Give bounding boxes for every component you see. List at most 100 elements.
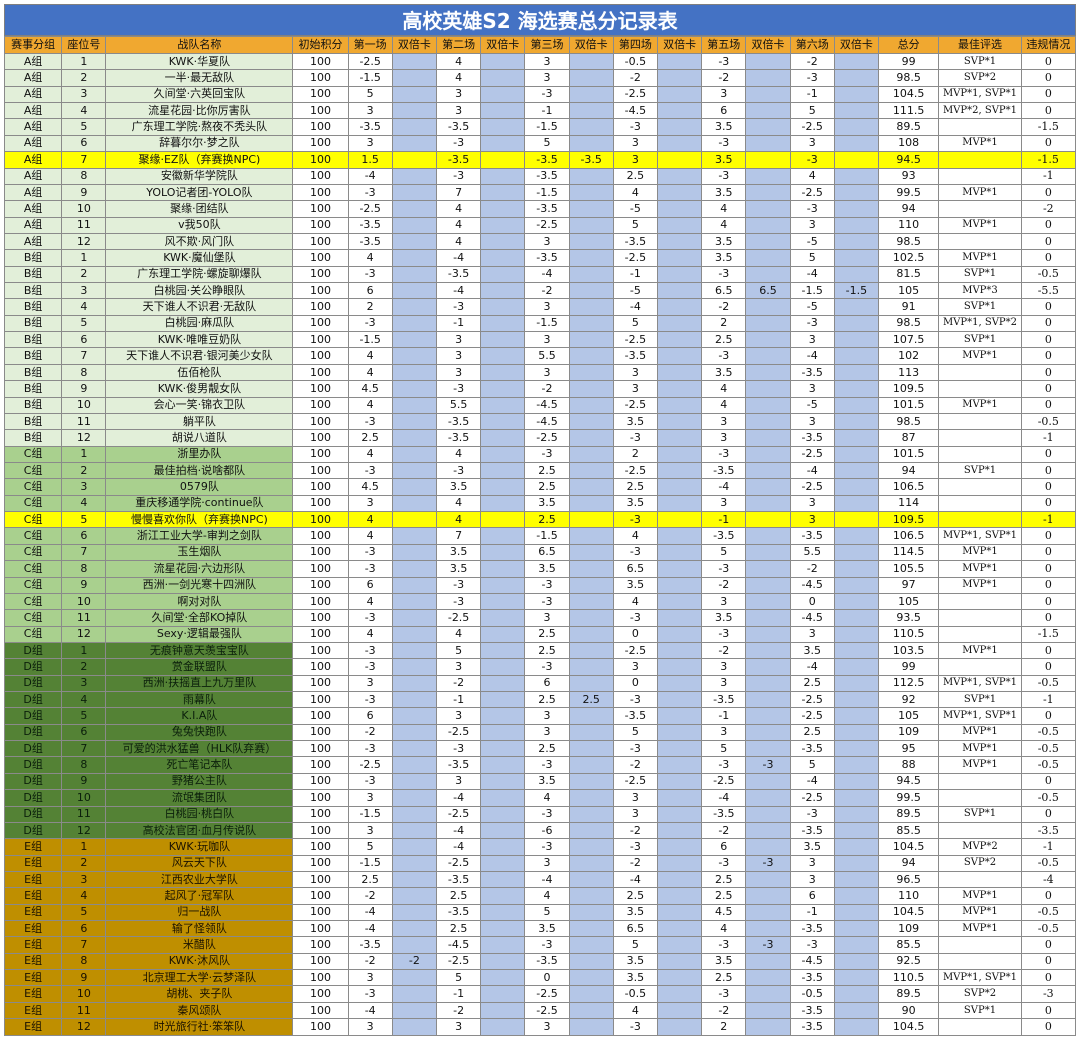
table-cell: -3 [347, 691, 393, 709]
table-cell [745, 363, 791, 382]
table-cell: 100 [292, 1001, 349, 1020]
table-row: D组 12 高校法官团·血月传说队 100 3 -4 -6 -2 -2 -3.5 85.5 -3.5 [3, 821, 1077, 840]
table-cell [833, 1018, 880, 1036]
table-cell [391, 936, 437, 954]
table-cell: A组 [3, 151, 63, 169]
table-cell: 4 [435, 69, 482, 87]
table-row: D组 6 兔兔快跑队 100 -2 -2.5 3 5 3 2.5 109 MVP*1 -0.5 [3, 723, 1077, 742]
table-cell: 风不欺·风门队 [105, 232, 294, 251]
table-cell: -2.5 [612, 85, 659, 104]
table-row: A组 12 风不欺·风门队 100 -3.5 4 3 -3.5 3.5 -5 98.5 0 [3, 232, 1077, 251]
table-cell: -3 [745, 854, 791, 872]
table-cell [391, 674, 437, 693]
table-cell: 93 [878, 167, 940, 185]
table-cell [480, 527, 526, 545]
table-cell: C组 [3, 576, 63, 594]
table-cell [745, 985, 791, 1003]
table-cell [391, 85, 437, 104]
table-cell [833, 347, 880, 365]
table-cell [568, 609, 614, 627]
table-cell: MVP*1, SVP*2 [938, 314, 1022, 333]
table-cell: 1 [61, 52, 107, 71]
table-cell: 10 [61, 789, 107, 807]
table-cell: 4 [347, 249, 393, 267]
table-cell: K.I.A队 [105, 707, 294, 725]
table-cell: -2.5 [435, 952, 482, 971]
table-row: B组 8 伍佰枪队 100 4 3 3 3 3.5 -3.5 113 0 [3, 363, 1077, 382]
table-cell [391, 183, 437, 202]
table-cell: -3.5 [789, 740, 835, 758]
table-cell [833, 85, 880, 104]
table-cell: 100 [292, 331, 349, 349]
table-cell: 105 [878, 707, 940, 725]
table-cell [833, 936, 880, 954]
table-cell: 1 [61, 249, 107, 267]
table-cell: 3 [347, 674, 393, 693]
table-cell: -2 [612, 854, 659, 872]
table-cell: 白桃园·关公睁眼队 [105, 282, 294, 300]
table-cell: -1 [1020, 838, 1077, 856]
table-cell: C组 [3, 494, 63, 513]
table-cell [656, 560, 703, 578]
table-cell [391, 789, 437, 807]
table-cell [391, 641, 437, 660]
table-cell [391, 282, 437, 300]
table-cell [833, 952, 880, 971]
table-cell: 3 [61, 870, 107, 889]
table-cell [656, 920, 703, 938]
table-cell: 最佳拍档·说啥都队 [105, 461, 294, 480]
table-cell: 3.5 [524, 920, 570, 938]
table-cell: 100 [292, 789, 349, 807]
table-body: A组 1 KWK·华夏队 100 -2.5 4 3 -0.5 -3 -2 99 SVP*1 0 A组 2 一半… [3, 52, 1077, 1036]
table-cell [745, 380, 791, 398]
table-cell [745, 903, 791, 922]
table-cell [480, 429, 526, 447]
table-row: C组 5 慢慢喜欢你队（弃赛换NPC) 100 4 4 2.5 -3 -1 3 109.5 -1 [3, 511, 1077, 529]
table-cell: -3.5 [568, 151, 614, 169]
table-cell: -1.5 [347, 331, 393, 349]
table-cell: -3.5 [524, 200, 570, 218]
table-cell: -3 [347, 740, 393, 758]
table-cell: 100 [292, 134, 349, 153]
table-cell: -3 [1020, 985, 1077, 1003]
table-cell: MVP*1 [938, 723, 1022, 742]
table-cell: MVP*1, SVP*1 [938, 674, 1022, 693]
table-cell: -3 [701, 985, 747, 1003]
table-cell [656, 576, 703, 594]
table-cell: -2.5 [435, 854, 482, 872]
table-cell: 5 [612, 723, 659, 742]
table-cell [656, 658, 703, 676]
table-cell: 天下谁人不识君·银河美少女队 [105, 347, 294, 365]
table-cell: 100 [292, 69, 349, 87]
table-cell: -2.5 [435, 609, 482, 627]
column-header: 第六场 [789, 36, 835, 54]
table-cell: 100 [292, 821, 349, 840]
table-cell [568, 821, 614, 840]
table-cell: 89.5 [878, 118, 940, 136]
table-cell: -2 [347, 723, 393, 742]
table-cell: 100 [292, 478, 349, 496]
table-cell: 85.5 [878, 821, 940, 840]
sheet-title: 高校英雄S2 海选赛总分记录表 [4, 4, 1076, 36]
table-cell: -4.5 [789, 576, 835, 594]
table-cell: A组 [3, 134, 63, 153]
table-cell [391, 445, 437, 463]
table-cell: 2.5 [524, 625, 570, 643]
table-cell: 3 [435, 363, 482, 382]
table-cell: 西洲·扶摇直上九万里队 [105, 674, 294, 693]
table-cell: 92.5 [878, 952, 940, 971]
table-cell: 0 [1020, 102, 1077, 120]
table-cell: -0.5 [1020, 756, 1077, 774]
table-cell [480, 396, 526, 414]
table-cell [391, 380, 437, 398]
table-cell [480, 445, 526, 463]
column-header: 第四场 [612, 36, 659, 54]
table-cell: 天下谁人不识君·无敌队 [105, 298, 294, 316]
table-cell [745, 69, 791, 87]
table-cell: 4 [347, 347, 393, 365]
table-row: A组 5 广东理工学院·熬夜不秃头队 100 -3.5 -3.5 -1.5 -3 3.5 -2.5… [3, 118, 1077, 136]
table-cell [745, 707, 791, 725]
table-cell [568, 445, 614, 463]
table-row: D组 2 赏金联盟队 100 -3 3 -3 3 3 -4 99 0 [3, 658, 1077, 676]
table-cell: 浙江工业大学-审判之剑队 [105, 527, 294, 545]
